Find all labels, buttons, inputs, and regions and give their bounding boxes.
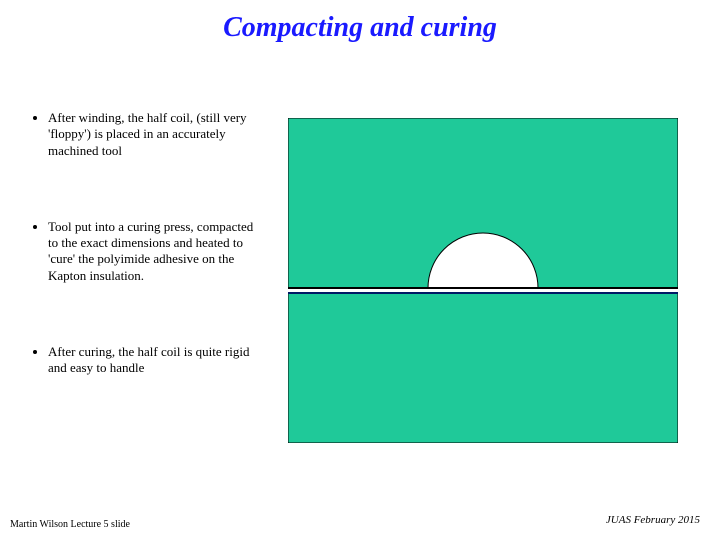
lower-mold-block — [288, 293, 678, 443]
list-item: Tool put into a curing press, compacted … — [48, 219, 260, 284]
footer-left: Martin Wilson Lecture 5 slide — [10, 519, 130, 530]
footer-right: JUAS February 2015 — [606, 514, 700, 526]
tool-diagram — [288, 118, 678, 443]
list-item: After winding, the half coil, (still ver… — [48, 110, 260, 159]
page-title: Compacting and curing — [0, 12, 720, 44]
bullet-list: After winding, the half coil, (still ver… — [30, 110, 260, 436]
list-item: After curing, the half coil is quite rig… — [48, 344, 260, 377]
upper-mold-block — [288, 118, 678, 288]
